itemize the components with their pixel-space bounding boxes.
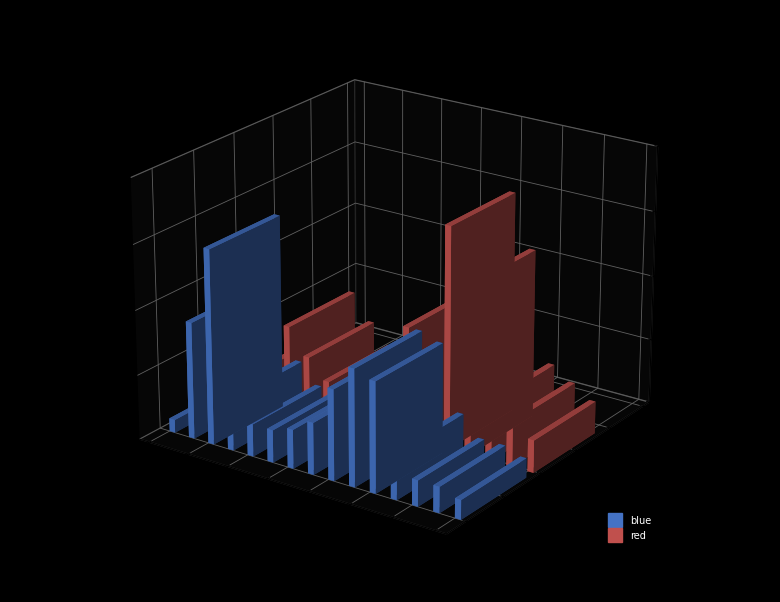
Text: blue: blue: [630, 517, 651, 526]
Text: red: red: [630, 532, 646, 541]
